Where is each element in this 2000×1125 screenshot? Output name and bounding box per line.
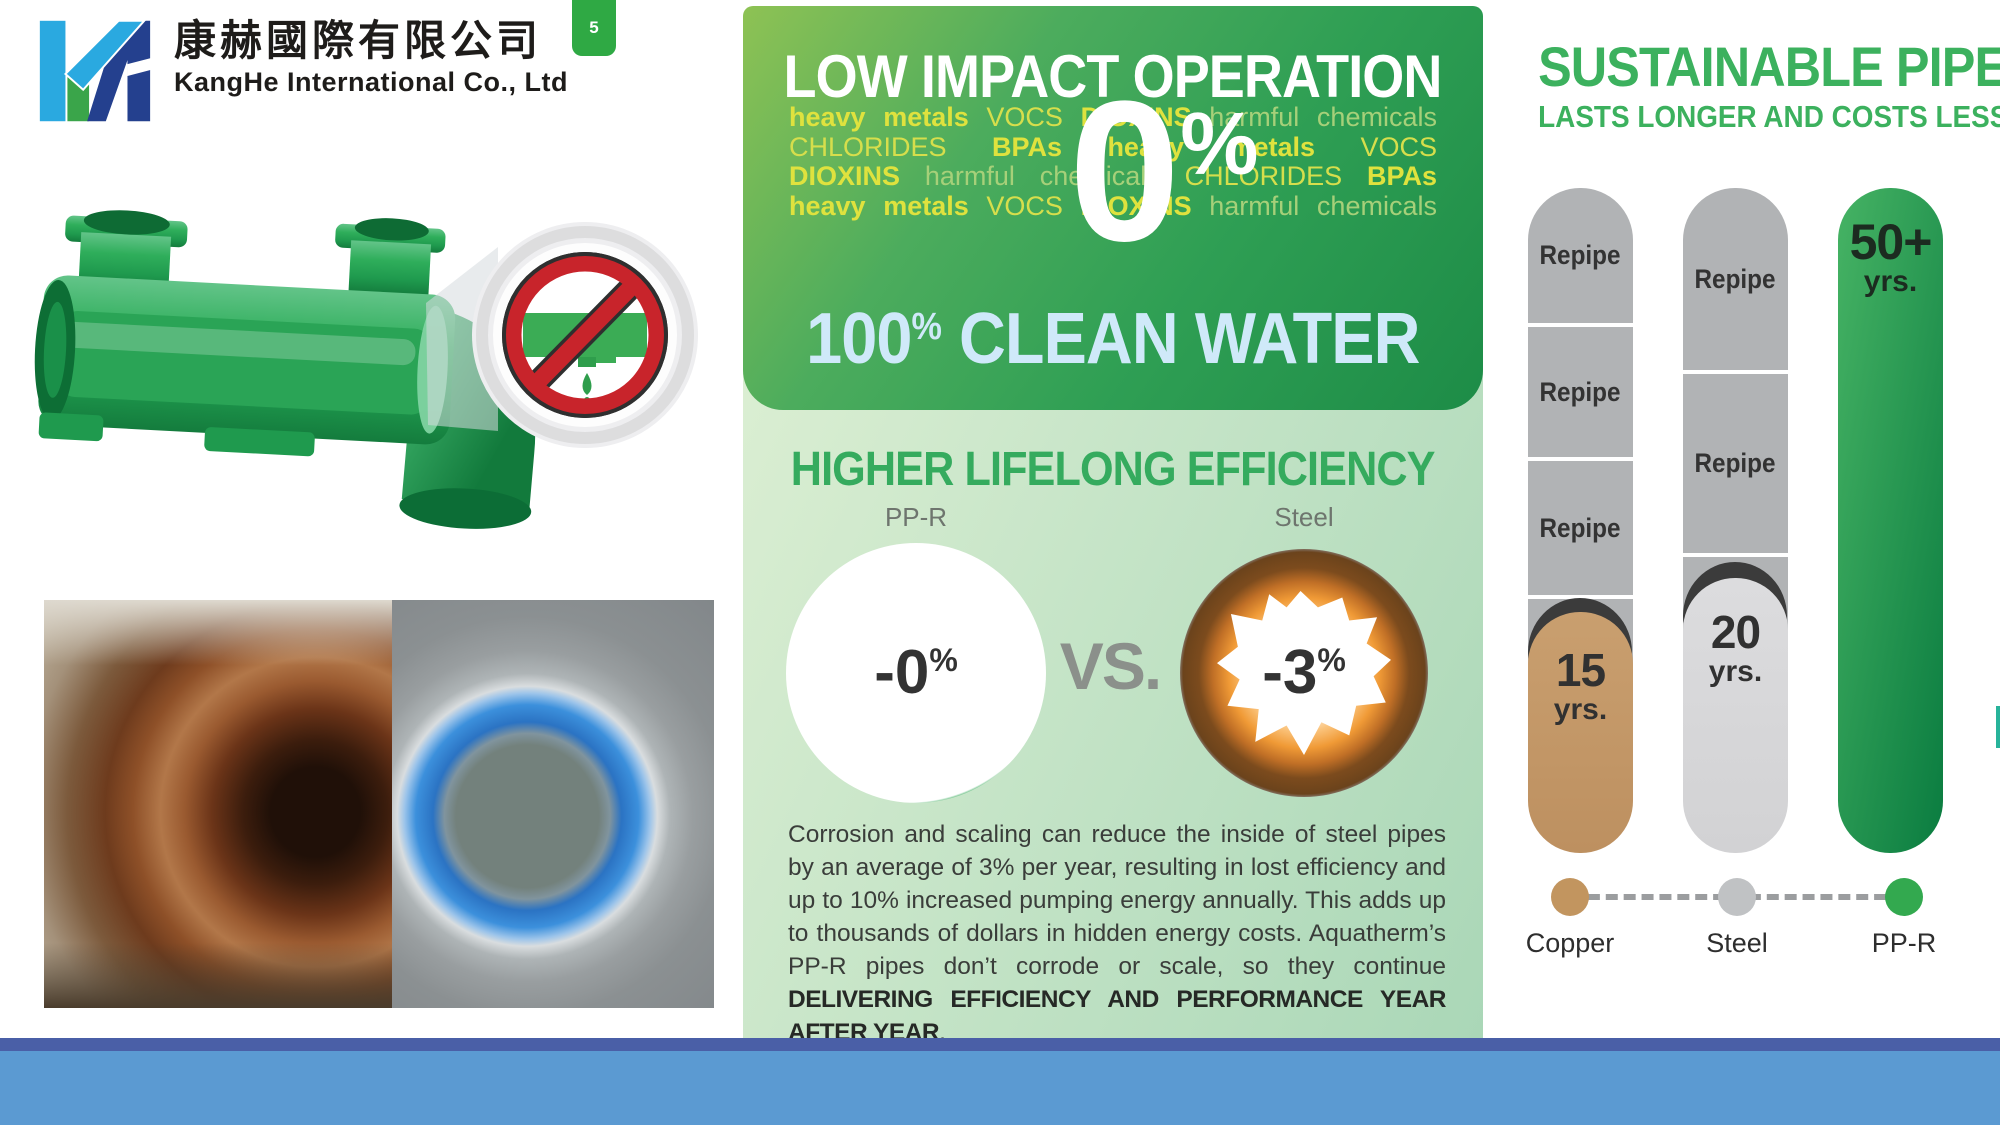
kanghe-logo-icon xyxy=(39,19,158,122)
ppr-legend-dot xyxy=(1885,878,1923,916)
cloud-word: BPAs xyxy=(991,131,1062,162)
ppr-lifespan-bar: 50+ yrs. xyxy=(1838,188,1943,853)
cloud-word: harmful xyxy=(1209,102,1300,132)
copper-years-value: 15 xyxy=(1555,644,1606,696)
ppr-legend-label: PP-R xyxy=(1871,928,1937,958)
page-number: 5 xyxy=(589,18,599,37)
corroded-steel-pipe-photo xyxy=(44,600,392,1008)
steel-legend-label: Steel xyxy=(1706,928,1768,958)
company-name-chinese: 康赫國際有限公司 xyxy=(174,17,543,64)
cloud-word: DIOXINS xyxy=(1080,190,1192,221)
cloud-word: CHLORIDES xyxy=(1184,161,1343,191)
cloud-word: metals xyxy=(883,102,969,132)
cloud-word: VOCS xyxy=(1360,131,1437,162)
cloud-word: VOCS xyxy=(986,102,1063,132)
pipe-comparison-photo xyxy=(44,600,714,1008)
page-number-badge: 5 xyxy=(572,0,616,56)
cloud-word: metals xyxy=(883,190,969,221)
cloud-word: BPAs xyxy=(1366,161,1437,191)
cloud-word: DIOXINS xyxy=(789,161,901,191)
cloud-word: DIOXINS xyxy=(1080,102,1192,132)
impact-title: LOW IMPACT OPERATION xyxy=(784,43,1443,110)
corrosion-paragraph: Corrosion and scaling can reduce the ins… xyxy=(788,821,1447,1046)
repipe-segment-label: Repipe xyxy=(1539,376,1622,407)
company-name-english: KangHe International Co., Ltd xyxy=(174,67,569,97)
copper-legend-dot xyxy=(1551,878,1589,916)
steel-loss-stat: -3% xyxy=(1262,638,1346,707)
cloud-word: VOCS xyxy=(986,190,1063,221)
brand-logo: 康赫國際有限公司 KangHe International Co., Ltd xyxy=(30,16,568,128)
cloud-word: chemicals xyxy=(1316,190,1437,221)
efficiency-title: HIGHER LIFELONG EFFICIENCY xyxy=(791,443,1436,496)
sustainable-title: SUSTAINABLE PIPE xyxy=(1538,35,2000,98)
ppr-years-unit: yrs. xyxy=(1863,265,1918,298)
steel-legend-dot xyxy=(1718,878,1756,916)
repipe-segment-label: Repipe xyxy=(1694,263,1777,294)
ppr-years-value: 50+ xyxy=(1849,214,1933,270)
paragraph-bold-claim: DELIVERING EFFICIENCY AND PERFORMANCE YE… xyxy=(788,986,1447,1046)
ppr-label: PP-R xyxy=(884,502,948,532)
cloud-word: chemicals xyxy=(1316,102,1437,132)
contaminant-word-cloud: heavy metals VOCS DIOXINS harmful chemic… xyxy=(789,102,1437,221)
footer-bar xyxy=(0,1051,2000,1125)
prohibition-slash xyxy=(516,267,652,403)
cloud-word: heavy xyxy=(789,190,866,221)
low-impact-panel: LOW IMPACT OPERATION heavy metals VOCS D… xyxy=(743,6,1483,410)
copper-years-unit: yrs. xyxy=(1553,693,1608,726)
sustainable-title-block: SUSTAINABLE PIPE LASTS LONGER AND COSTS … xyxy=(1512,36,2000,136)
cloud-word: heavy xyxy=(789,102,866,132)
steel-lifespan-bar: 20 yrs. xyxy=(1683,578,1788,853)
steel-years-value: 20 xyxy=(1710,606,1761,658)
ppr-loss-stat: -0% xyxy=(874,638,958,707)
cloud-word: harmful xyxy=(924,161,1015,191)
steel-pipe-diagram: -3% xyxy=(1180,549,1428,797)
cloud-word: chemicals xyxy=(1039,161,1160,191)
cloud-word: harmful xyxy=(1209,190,1300,221)
cloud-word: heavy xyxy=(1107,131,1184,162)
pipe-illustration xyxy=(34,210,698,529)
repipe-segment-label: Repipe xyxy=(1539,240,1622,270)
magnifier-cone xyxy=(426,247,498,431)
steel-label: Steel xyxy=(1274,502,1334,532)
cloud-word: CHLORIDES xyxy=(789,131,947,162)
steel-years-unit: yrs. xyxy=(1708,655,1763,688)
ppr-pipe-diagram: -0% xyxy=(786,543,1046,803)
no-leak-sign xyxy=(472,222,698,448)
page-edge-mark xyxy=(1996,706,2000,748)
footer-accent-bar xyxy=(0,1038,2000,1051)
cloud-word: metals xyxy=(1229,131,1315,162)
copper-legend-label: Copper xyxy=(1525,928,1615,958)
copper-lifespan-bar: 15 yrs. xyxy=(1528,612,1633,853)
repipe-segment-label: Repipe xyxy=(1539,512,1622,543)
clean-water-headline: 100% CLEAN WATER xyxy=(806,299,1420,379)
zero-percent-stat: 0% xyxy=(1069,60,1259,283)
sustainable-subtitle: LASTS LONGER AND COSTS LESS xyxy=(1538,99,2000,134)
drip-icon xyxy=(582,373,592,395)
clean-ppr-pipe-photo xyxy=(392,600,714,1008)
repipe-segment-label: Repipe xyxy=(1694,448,1777,478)
vs-text: VS. xyxy=(1059,629,1162,703)
